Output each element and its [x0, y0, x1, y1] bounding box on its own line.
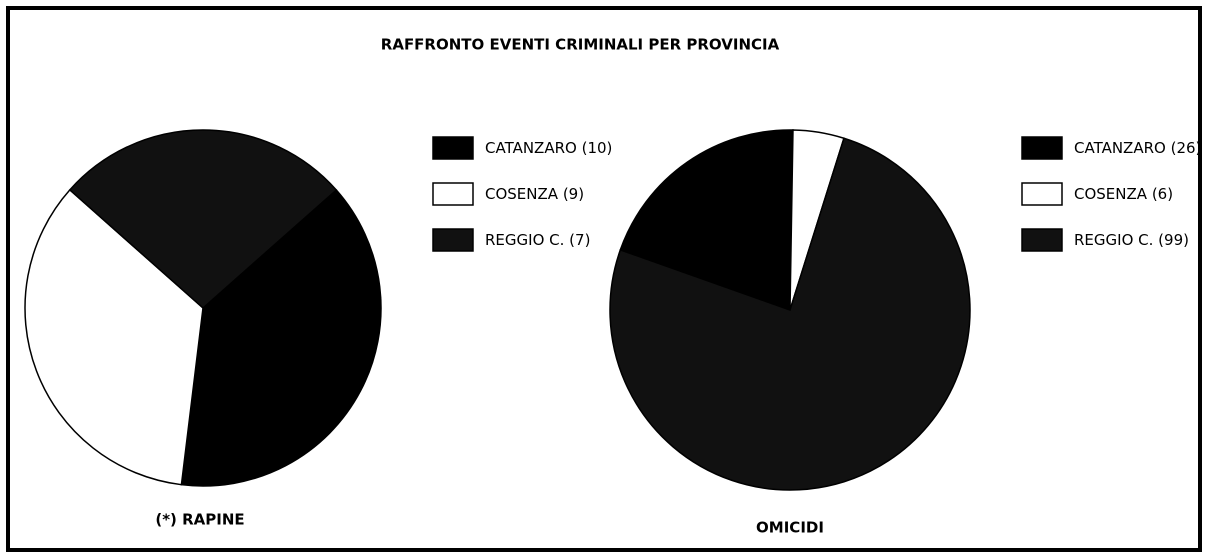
legend-swatch [432, 136, 474, 160]
legend-value: (99) [1158, 231, 1189, 249]
legend-value: (7) [569, 231, 590, 249]
legend-category: REGGIO C. [485, 231, 564, 249]
legend-label: COSENZA (9) [485, 185, 584, 203]
pie-slice [68, 129, 338, 310]
legend-label: CATANZARO (10) [485, 139, 612, 157]
pie-slice [24, 188, 204, 486]
legend-category: COSENZA [485, 185, 559, 203]
legend-category: REGGIO C. [1074, 231, 1153, 249]
legend-label: COSENZA (6) [1074, 185, 1173, 203]
legend-value: (9) [563, 185, 584, 203]
legend-swatch [432, 182, 474, 206]
legend-value: (26) [1171, 139, 1202, 157]
legend-category: CATANZARO [1074, 139, 1166, 157]
legend-value: (10) [582, 139, 613, 157]
legend-label: REGGIO C. (99) [1074, 231, 1189, 249]
legend-category: CATANZARO [485, 139, 577, 157]
legend-category: COSENZA [1074, 185, 1148, 203]
legend-swatch [1021, 182, 1063, 206]
legend-value: (6) [1152, 185, 1173, 203]
legend-label: CATANZARO (26) [1074, 139, 1201, 157]
pie-slice [609, 137, 971, 491]
chart-title: RAFFRONTO EVENTI CRIMINALI PER PROVINCIA [381, 36, 780, 54]
legend-swatch [1021, 228, 1063, 252]
pie-slice [180, 188, 382, 487]
legend-swatch [432, 228, 474, 252]
legend-label: REGGIO C. (7) [485, 231, 590, 249]
pie-title: OMICIDI [756, 519, 824, 537]
pie-title: (*) RAPINE [155, 511, 244, 529]
legend-swatch [1021, 136, 1063, 160]
